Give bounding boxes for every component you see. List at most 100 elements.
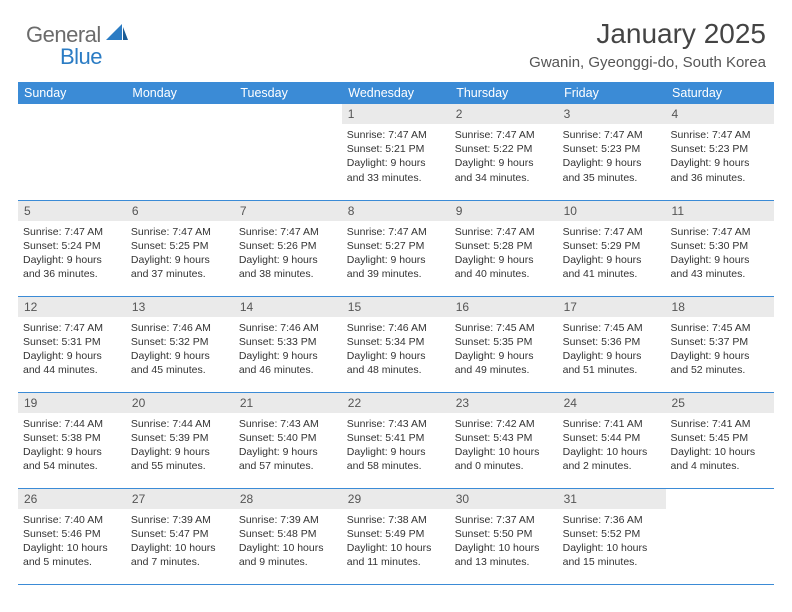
calendar-cell: 14Sunrise: 7:46 AMSunset: 5:33 PMDayligh… [234, 296, 342, 392]
calendar-cell: 21Sunrise: 7:43 AMSunset: 5:40 PMDayligh… [234, 392, 342, 488]
day-details: Sunrise: 7:46 AMSunset: 5:33 PMDaylight:… [234, 317, 342, 382]
sail-icon [106, 22, 128, 48]
day-details: Sunrise: 7:45 AMSunset: 5:35 PMDaylight:… [450, 317, 558, 382]
day-details: Sunrise: 7:47 AMSunset: 5:23 PMDaylight:… [666, 124, 774, 189]
day-number: 18 [666, 297, 774, 317]
day-number: 4 [666, 104, 774, 124]
calendar-cell: 16Sunrise: 7:45 AMSunset: 5:35 PMDayligh… [450, 296, 558, 392]
calendar-cell: 20Sunrise: 7:44 AMSunset: 5:39 PMDayligh… [126, 392, 234, 488]
day-number: 27 [126, 489, 234, 509]
day-details: Sunrise: 7:39 AMSunset: 5:48 PMDaylight:… [234, 509, 342, 574]
day-details: Sunrise: 7:47 AMSunset: 5:31 PMDaylight:… [18, 317, 126, 382]
page-location: Gwanin, Gyeonggi-do, South Korea [529, 54, 766, 71]
calendar-cell: 3Sunrise: 7:47 AMSunset: 5:23 PMDaylight… [558, 104, 666, 200]
calendar-cell: 19Sunrise: 7:44 AMSunset: 5:38 PMDayligh… [18, 392, 126, 488]
day-number: 25 [666, 393, 774, 413]
calendar-cell: 22Sunrise: 7:43 AMSunset: 5:41 PMDayligh… [342, 392, 450, 488]
calendar-cell: 2Sunrise: 7:47 AMSunset: 5:22 PMDaylight… [450, 104, 558, 200]
calendar-cell: 29Sunrise: 7:38 AMSunset: 5:49 PMDayligh… [342, 488, 450, 584]
day-details: Sunrise: 7:47 AMSunset: 5:28 PMDaylight:… [450, 221, 558, 286]
calendar-table: SundayMondayTuesdayWednesdayThursdayFrid… [18, 82, 774, 585]
calendar-cell: 17Sunrise: 7:45 AMSunset: 5:36 PMDayligh… [558, 296, 666, 392]
calendar-cell: 1Sunrise: 7:47 AMSunset: 5:21 PMDaylight… [342, 104, 450, 200]
weekday-header: Thursday [450, 82, 558, 104]
calendar-row: 12Sunrise: 7:47 AMSunset: 5:31 PMDayligh… [18, 296, 774, 392]
calendar-cell: 11Sunrise: 7:47 AMSunset: 5:30 PMDayligh… [666, 200, 774, 296]
day-details: Sunrise: 7:41 AMSunset: 5:45 PMDaylight:… [666, 413, 774, 478]
calendar-cell: 9Sunrise: 7:47 AMSunset: 5:28 PMDaylight… [450, 200, 558, 296]
calendar-cell: 23Sunrise: 7:42 AMSunset: 5:43 PMDayligh… [450, 392, 558, 488]
day-number: 16 [450, 297, 558, 317]
day-details: Sunrise: 7:47 AMSunset: 5:23 PMDaylight:… [558, 124, 666, 189]
day-number: 13 [126, 297, 234, 317]
day-details: Sunrise: 7:47 AMSunset: 5:21 PMDaylight:… [342, 124, 450, 189]
weekday-header: Saturday [666, 82, 774, 104]
day-details: Sunrise: 7:38 AMSunset: 5:49 PMDaylight:… [342, 509, 450, 574]
calendar-cell: 26Sunrise: 7:40 AMSunset: 5:46 PMDayligh… [18, 488, 126, 584]
calendar-cell: 24Sunrise: 7:41 AMSunset: 5:44 PMDayligh… [558, 392, 666, 488]
day-number: 30 [450, 489, 558, 509]
page-title: January 2025 [529, 18, 766, 50]
weekday-header: Wednesday [342, 82, 450, 104]
day-number: 31 [558, 489, 666, 509]
day-details: Sunrise: 7:45 AMSunset: 5:36 PMDaylight:… [558, 317, 666, 382]
day-number: 23 [450, 393, 558, 413]
day-number [18, 104, 126, 110]
day-number: 12 [18, 297, 126, 317]
day-details: Sunrise: 7:43 AMSunset: 5:40 PMDaylight:… [234, 413, 342, 478]
calendar-cell [18, 104, 126, 200]
calendar-row: 5Sunrise: 7:47 AMSunset: 5:24 PMDaylight… [18, 200, 774, 296]
day-details: Sunrise: 7:47 AMSunset: 5:24 PMDaylight:… [18, 221, 126, 286]
day-number: 20 [126, 393, 234, 413]
day-details: Sunrise: 7:43 AMSunset: 5:41 PMDaylight:… [342, 413, 450, 478]
calendar-cell: 6Sunrise: 7:47 AMSunset: 5:25 PMDaylight… [126, 200, 234, 296]
day-number: 26 [18, 489, 126, 509]
calendar-cell: 12Sunrise: 7:47 AMSunset: 5:31 PMDayligh… [18, 296, 126, 392]
calendar-cell: 15Sunrise: 7:46 AMSunset: 5:34 PMDayligh… [342, 296, 450, 392]
day-details: Sunrise: 7:46 AMSunset: 5:32 PMDaylight:… [126, 317, 234, 382]
day-details: Sunrise: 7:47 AMSunset: 5:22 PMDaylight:… [450, 124, 558, 189]
calendar-cell: 4Sunrise: 7:47 AMSunset: 5:23 PMDaylight… [666, 104, 774, 200]
calendar-cell: 27Sunrise: 7:39 AMSunset: 5:47 PMDayligh… [126, 488, 234, 584]
day-number: 9 [450, 201, 558, 221]
day-number: 19 [18, 393, 126, 413]
day-details: Sunrise: 7:47 AMSunset: 5:29 PMDaylight:… [558, 221, 666, 286]
day-number [234, 104, 342, 110]
page-header: January 2025 Gwanin, Gyeonggi-do, South … [529, 18, 766, 71]
day-number: 29 [342, 489, 450, 509]
day-details: Sunrise: 7:41 AMSunset: 5:44 PMDaylight:… [558, 413, 666, 478]
day-details: Sunrise: 7:47 AMSunset: 5:26 PMDaylight:… [234, 221, 342, 286]
calendar-cell [666, 488, 774, 584]
calendar-cell: 18Sunrise: 7:45 AMSunset: 5:37 PMDayligh… [666, 296, 774, 392]
day-number: 7 [234, 201, 342, 221]
day-details: Sunrise: 7:46 AMSunset: 5:34 PMDaylight:… [342, 317, 450, 382]
calendar-body: 1Sunrise: 7:47 AMSunset: 5:21 PMDaylight… [18, 104, 774, 584]
calendar-cell: 31Sunrise: 7:36 AMSunset: 5:52 PMDayligh… [558, 488, 666, 584]
weekday-header: Sunday [18, 82, 126, 104]
day-details: Sunrise: 7:45 AMSunset: 5:37 PMDaylight:… [666, 317, 774, 382]
day-details: Sunrise: 7:47 AMSunset: 5:25 PMDaylight:… [126, 221, 234, 286]
calendar-cell: 25Sunrise: 7:41 AMSunset: 5:45 PMDayligh… [666, 392, 774, 488]
day-number: 11 [666, 201, 774, 221]
day-details: Sunrise: 7:44 AMSunset: 5:39 PMDaylight:… [126, 413, 234, 478]
day-number: 15 [342, 297, 450, 317]
day-number: 6 [126, 201, 234, 221]
calendar-cell: 13Sunrise: 7:46 AMSunset: 5:32 PMDayligh… [126, 296, 234, 392]
day-number: 24 [558, 393, 666, 413]
day-number: 5 [18, 201, 126, 221]
day-details: Sunrise: 7:40 AMSunset: 5:46 PMDaylight:… [18, 509, 126, 574]
day-number: 17 [558, 297, 666, 317]
day-number: 2 [450, 104, 558, 124]
day-details: Sunrise: 7:42 AMSunset: 5:43 PMDaylight:… [450, 413, 558, 478]
day-number [666, 489, 774, 495]
day-number: 28 [234, 489, 342, 509]
calendar-cell: 7Sunrise: 7:47 AMSunset: 5:26 PMDaylight… [234, 200, 342, 296]
weekday-header-row: SundayMondayTuesdayWednesdayThursdayFrid… [18, 82, 774, 104]
day-details: Sunrise: 7:37 AMSunset: 5:50 PMDaylight:… [450, 509, 558, 574]
day-number: 1 [342, 104, 450, 124]
brand-logo: General Blue [26, 22, 128, 70]
calendar-cell [234, 104, 342, 200]
weekday-header: Friday [558, 82, 666, 104]
calendar-cell [126, 104, 234, 200]
weekday-header: Tuesday [234, 82, 342, 104]
